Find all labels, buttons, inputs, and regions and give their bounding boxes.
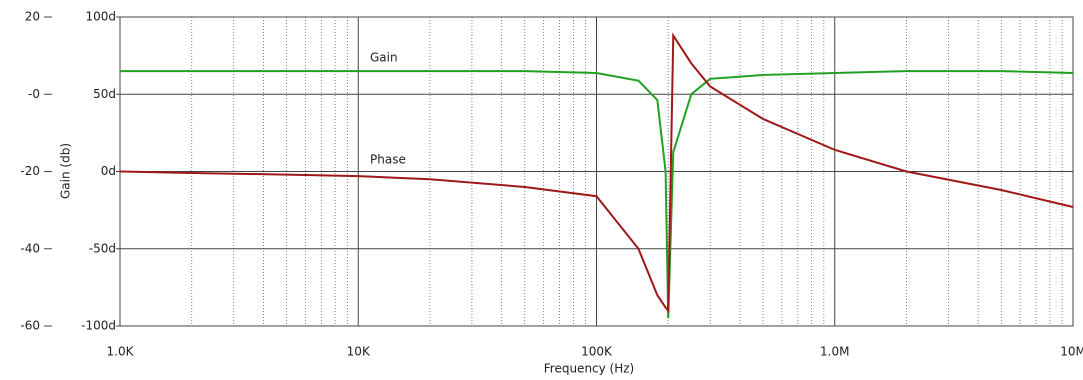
y-tick-label: -0 [28,87,40,101]
y-tick-label: -60 [20,319,40,333]
x-tick-label: 1.0M [820,345,849,359]
x-tick-label: 10M [1060,345,1083,359]
x-tick-label: 1.0K [107,345,135,359]
y2-tick-label: 50d [93,87,116,101]
series-line [119,32,1074,314]
annotation: Phase [370,153,406,167]
y2-tick-label: 100d [85,10,116,24]
y-axis-label: Gain (db) [59,143,73,199]
annotation: Gain [370,51,398,65]
series-line [120,70,1074,319]
y-tick-label: -40 [20,241,40,255]
y2-tick-label: -100d [81,319,116,333]
y2-tick-label: -50d [89,241,116,255]
y-tick-label: -20 [20,164,40,178]
x-tick-label: 10K [347,345,371,359]
y-tick-label: 20 [25,10,40,24]
y2-tick-label: 0d [101,164,116,178]
x-axis-label: Frequency (Hz) [544,362,635,376]
x-tick-label: 100K [581,345,613,359]
